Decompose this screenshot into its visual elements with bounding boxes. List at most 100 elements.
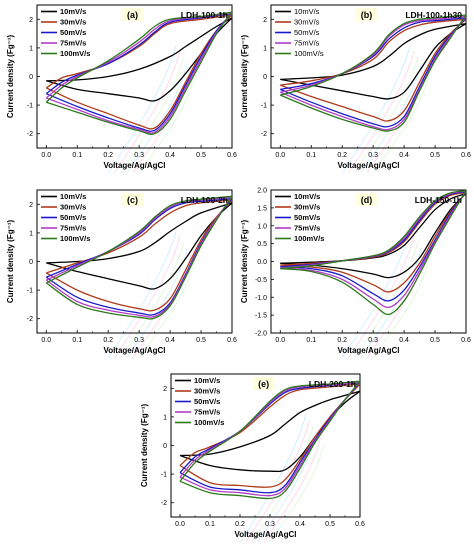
x-tick-label: 0.6 bbox=[461, 337, 471, 344]
series-line-30mV-s-anodic bbox=[179, 383, 360, 466]
leak-stroke bbox=[107, 44, 177, 174]
y-tick-label: 0.0 bbox=[257, 259, 267, 266]
decorative-leak-strokes bbox=[239, 413, 325, 543]
leak-stroke bbox=[138, 74, 196, 174]
x-tick-label: 0.1 bbox=[306, 152, 316, 159]
x-tick-label: 0.3 bbox=[134, 337, 144, 344]
series-line-100mV-s-cathodic bbox=[280, 14, 466, 132]
series-group bbox=[280, 14, 466, 132]
x-tick-label: 0.5 bbox=[325, 521, 335, 528]
y-tick-label: -1 bbox=[261, 103, 267, 110]
x-tick-label: 0.1 bbox=[205, 521, 215, 528]
panel-title: LDH-200-1h bbox=[309, 379, 356, 389]
legend-label: 50mV/s bbox=[294, 28, 320, 37]
series-line-50mV-s-anodic bbox=[179, 381, 360, 474]
x-tick-label: 0.2 bbox=[337, 337, 347, 344]
series-line-75mV-s-anodic bbox=[280, 15, 466, 93]
panel-title: LDH-100-2h bbox=[181, 195, 228, 205]
series-line-30mV-s-anodic bbox=[280, 18, 466, 86]
series-line-75mV-s-cathodic bbox=[280, 190, 466, 308]
series-line-30mV-s-anodic bbox=[45, 14, 232, 89]
series-line-10mV-s-anodic bbox=[46, 17, 232, 82]
y-tick-label: 1 bbox=[163, 414, 167, 421]
series-line-30mV-s-cathodic bbox=[280, 18, 466, 122]
series-line-30mV-s-cathodic bbox=[280, 192, 466, 293]
x-tick-label: 0.1 bbox=[306, 337, 316, 344]
panel-tag: (c) bbox=[127, 195, 138, 205]
x-tick-label: 0.2 bbox=[103, 337, 113, 344]
leak-stroke bbox=[372, 74, 430, 174]
leak-stroke bbox=[372, 259, 430, 359]
series-line-100mV-s-anodic bbox=[45, 11, 232, 103]
leak-stroke bbox=[269, 443, 325, 543]
y-tick-label: -2 bbox=[261, 131, 267, 138]
leak-stroke bbox=[354, 241, 419, 359]
panel-d: 0.0 0.1 0.2 0.3 0.4 0.5 0.6 -2.0 -1.5 -1.0 -0.5 0.0… bbox=[240, 188, 471, 359]
y-tick-label: 2 bbox=[29, 17, 33, 24]
series-line-10mV-s-cathodic bbox=[46, 202, 232, 290]
x-axis-label: Voltage/Ag/AgCl bbox=[234, 530, 296, 539]
legend-label: 75mV/s bbox=[294, 224, 320, 233]
legend-label: 75mV/s bbox=[194, 408, 220, 417]
x-tick-label: 0.4 bbox=[165, 337, 175, 344]
x-tick-label: 0.0 bbox=[275, 337, 285, 344]
x-tick-label: 0.0 bbox=[41, 337, 51, 344]
y-axis-label: Current density (Fg⁻¹) bbox=[6, 220, 15, 304]
x-tick-label: 0.6 bbox=[227, 152, 237, 159]
x-tick-label: 0.4 bbox=[399, 152, 409, 159]
y-tick-label: 0 bbox=[29, 74, 33, 81]
x-tick-label: 0.1 bbox=[72, 337, 82, 344]
series-line-50mV-s-anodic bbox=[46, 197, 232, 278]
y-tick-label: 2 bbox=[263, 17, 267, 24]
panel-tag-box bbox=[355, 8, 378, 21]
panel-tag-box bbox=[121, 193, 144, 206]
legend-label: 10mV/s bbox=[60, 192, 86, 201]
x-tick-label: 0.0 bbox=[275, 152, 285, 159]
leak-stroke bbox=[120, 241, 185, 359]
decorative-leak-strokes bbox=[341, 229, 430, 359]
leak-stroke bbox=[239, 413, 307, 543]
legend-label: 100mV/s bbox=[60, 234, 90, 243]
panel-tag: (e) bbox=[258, 379, 269, 389]
leak-stroke bbox=[263, 437, 321, 543]
series-line-50mV-s-cathodic bbox=[280, 191, 466, 302]
y-tick-label: -1 bbox=[161, 472, 167, 479]
x-tick-label: 0.5 bbox=[430, 152, 440, 159]
legend-label: 30mV/s bbox=[194, 387, 220, 396]
series-line-50mV-s-anodic bbox=[45, 12, 232, 95]
legend-label: 10mV/s bbox=[294, 7, 320, 16]
series-line-10mV-s-anodic bbox=[280, 22, 466, 81]
panel-tag-box bbox=[252, 377, 275, 390]
series-line-75mV-s-anodic bbox=[46, 196, 232, 281]
y-tick-label: 1 bbox=[29, 230, 33, 237]
series-line-50mV-s-anodic bbox=[280, 17, 466, 91]
panel-tag-box bbox=[121, 8, 144, 21]
series-line-75mV-s-anodic bbox=[179, 381, 360, 478]
series-line-30mV-s-cathodic bbox=[45, 199, 232, 312]
y-tick-label: 0 bbox=[263, 74, 267, 81]
x-tick-label: 0.3 bbox=[368, 337, 378, 344]
decorative-leak-strokes bbox=[341, 44, 430, 174]
y-tick-label: 2 bbox=[29, 202, 33, 209]
legend-label: 50mV/s bbox=[60, 28, 86, 37]
decorative-leak-strokes bbox=[107, 229, 196, 359]
y-tick-label: 1 bbox=[263, 45, 267, 52]
panel-title: LDH-100-1h30 bbox=[405, 10, 462, 20]
series-line-100mV-s-anodic bbox=[179, 380, 360, 482]
x-tick-label: 0.3 bbox=[265, 521, 275, 528]
y-tick-label: 1.5 bbox=[257, 205, 267, 212]
x-axis-label: Voltage/Ag/AgCl bbox=[337, 346, 399, 355]
series-line-10mV-s-anodic bbox=[179, 390, 360, 457]
x-tick-label: 0.6 bbox=[355, 521, 365, 528]
x-tick-label: 0.6 bbox=[461, 152, 471, 159]
x-tick-label: 0.2 bbox=[337, 152, 347, 159]
y-tick-label: 0 bbox=[29, 259, 33, 266]
panel-tag: (a) bbox=[127, 10, 138, 20]
leak-stroke bbox=[348, 50, 415, 174]
legend-label: 100mV/s bbox=[294, 49, 324, 58]
y-tick-label: -0.5 bbox=[255, 277, 267, 284]
series-line-10mV-s-cathodic bbox=[280, 193, 466, 279]
x-tick-label: 0.0 bbox=[175, 521, 185, 528]
